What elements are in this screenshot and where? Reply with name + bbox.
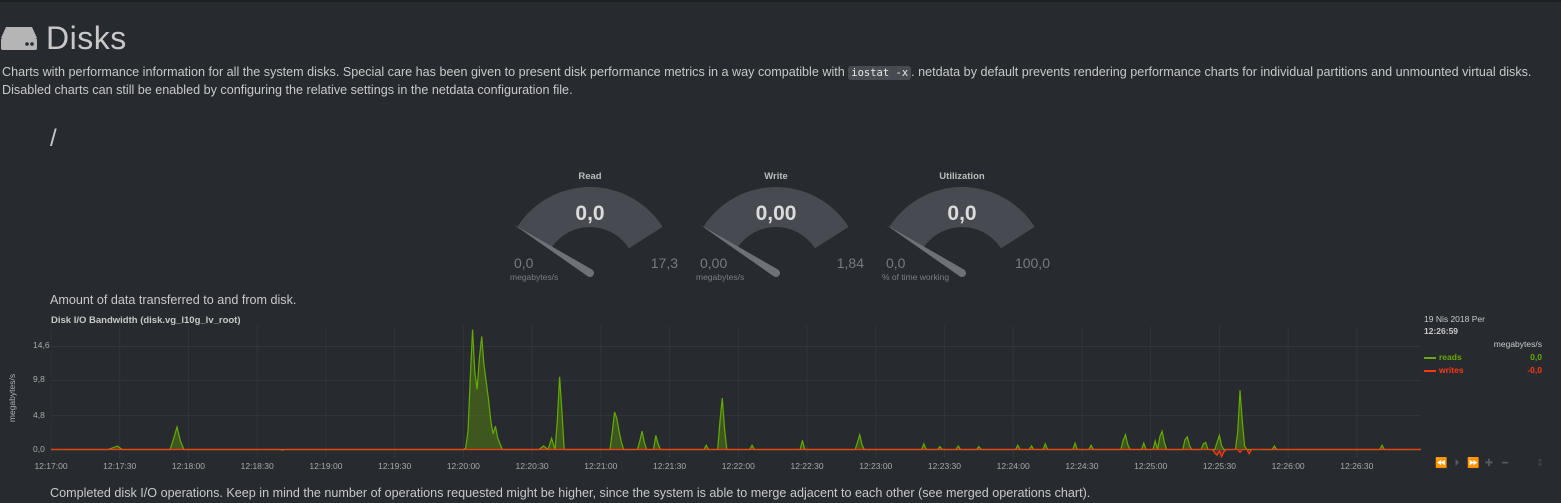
- gauge-value: 0,0: [947, 202, 977, 225]
- chart-info: Amount of data transferred to and from d…: [50, 293, 297, 307]
- gauge-units: % of time working: [882, 272, 950, 282]
- x-tick-label: 12:25:30: [1202, 461, 1236, 471]
- gauge-units: megabytes/s: [510, 272, 559, 282]
- x-tick-label: 12:22:30: [790, 461, 824, 471]
- gauge-units: megabytes/s: [696, 272, 745, 282]
- gauge-needle: [700, 224, 780, 277]
- iostat-code: iostat -x: [848, 66, 912, 80]
- gauge-max: 100,0: [1014, 255, 1050, 271]
- gauge-min: 0,0: [886, 255, 906, 271]
- gauge-title: Utilization: [939, 171, 985, 182]
- x-tick-label: 12:18:00: [171, 461, 205, 471]
- y-axis-label: megabytes/s: [7, 373, 17, 423]
- writes-line: [51, 448, 1421, 458]
- mount-point-title: /: [50, 125, 57, 152]
- chart-title: Disk I/O Bandwidth (disk.vg_l10g_lv_root…: [51, 315, 241, 326]
- section-description: Charts with performance information for …: [2, 65, 1532, 97]
- x-tick-label: 12:26:30: [1340, 461, 1374, 471]
- gauge-write: Write 0,00 0,00 1,84 megabytes/s: [686, 168, 866, 284]
- y-tick-label: 14,6: [33, 340, 50, 351]
- bandwidth-chart[interactable]: [51, 326, 1421, 458]
- gauge-title: Write: [764, 171, 788, 182]
- y-tick-label: 0,0: [33, 443, 45, 454]
- x-tick-label: 12:25:00: [1134, 461, 1168, 471]
- gauge-dial: [886, 187, 1035, 277]
- x-tick-label: 12:22:00: [721, 461, 755, 471]
- x-tick-label: 12:23:00: [859, 461, 893, 471]
- y-tick-label: 9,8: [33, 374, 45, 385]
- legend-date: 19 Nis 2018 Per: [1424, 314, 1485, 324]
- x-tick-label: 12:18:30: [240, 461, 274, 471]
- gauge-needle: [514, 224, 594, 277]
- x-tick-label: 12:19:00: [309, 461, 343, 471]
- gauge-value: 0,0: [575, 202, 605, 225]
- x-tick-label: 12:24:00: [996, 461, 1030, 471]
- gauge-min: 0,00: [700, 255, 728, 271]
- gauge-max: 1,84: [836, 255, 864, 271]
- gauge-value: 0,00: [755, 202, 797, 225]
- gauge-min: 0,0: [514, 255, 534, 271]
- pan-right-icon[interactable]: ⏩: [1467, 458, 1480, 469]
- reads-line: [51, 329, 1421, 451]
- next-chart-info: Completed disk I/O operations. Keep in m…: [50, 486, 1091, 500]
- writes-swatch: [1424, 369, 1436, 372]
- gauge-read: Read 0,0 0,0 17,3 megabytes/s: [500, 168, 680, 284]
- x-tick-label: 12:26:00: [1271, 461, 1305, 471]
- x-tick-label: 12:20:00: [446, 461, 480, 471]
- gauge-track: [517, 187, 663, 249]
- chart-toolbox: ⏪ ⏵ ⏩ ✚ ━: [1435, 458, 1511, 469]
- reset-icon[interactable]: ⏵: [1454, 458, 1460, 469]
- section-title: Disks: [46, 19, 127, 56]
- zoom-out-icon[interactable]: ━: [1501, 458, 1509, 469]
- x-tick-label: 12:17:00: [34, 461, 68, 471]
- x-tick-label: 12:20:30: [515, 461, 549, 471]
- section-header: Disks: [0, 18, 127, 58]
- hdd-icon: [1, 27, 37, 50]
- gauge-utilization: Utilization 0,0 0,0 100,0 % of time working: [872, 168, 1052, 284]
- gauge-max: 17,3: [650, 255, 678, 271]
- gauge-track: [703, 187, 849, 249]
- x-tick-label: 12:21:00: [584, 461, 618, 471]
- gauge-dial: [514, 187, 663, 277]
- legend-units: megabytes/s: [1493, 339, 1542, 349]
- x-tick-label: 12:19:30: [378, 461, 412, 471]
- gauge-title: Read: [578, 171, 602, 182]
- gauge-track: [889, 187, 1035, 249]
- resize-handle-icon[interactable]: ⇕: [1536, 458, 1545, 469]
- legend-reads[interactable]: reads 0,0: [1424, 352, 1542, 362]
- top-border: [0, 0, 1561, 2]
- reads-value: 0,0: [1530, 352, 1542, 362]
- pan-left-icon[interactable]: ⏪: [1435, 458, 1448, 469]
- y-tick-label: 4,8: [33, 409, 45, 420]
- legend-writes[interactable]: writes -0,0: [1424, 365, 1542, 375]
- x-tick-label: 12:17:30: [103, 461, 137, 471]
- gauge-needle: [886, 224, 966, 277]
- zoom-in-icon[interactable]: ✚: [1484, 458, 1494, 469]
- writes-value: -0,0: [1527, 365, 1542, 375]
- reads-area: [51, 329, 1421, 450]
- x-tick-label: 12:21:30: [653, 461, 687, 471]
- x-tick-label: 12:23:30: [927, 461, 962, 471]
- gauge-dial: [700, 187, 849, 277]
- legend-time: 12:26:59: [1424, 326, 1459, 336]
- x-tick-label: 12:24:30: [1065, 461, 1099, 471]
- reads-swatch: [1424, 356, 1436, 359]
